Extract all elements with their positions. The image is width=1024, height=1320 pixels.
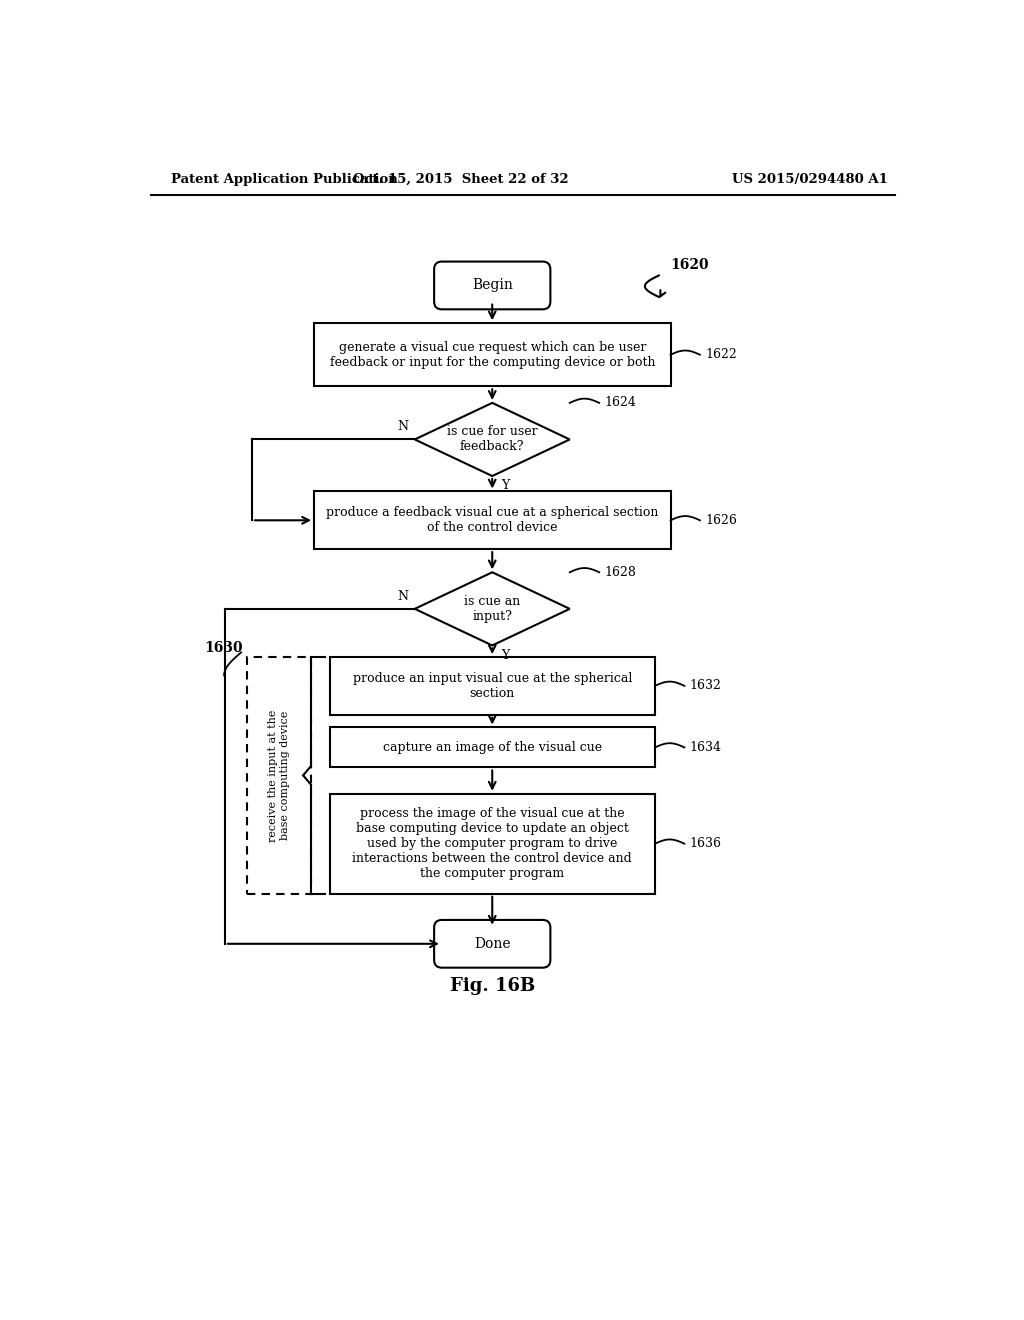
Text: US 2015/0294480 A1: US 2015/0294480 A1	[732, 173, 888, 186]
Text: 1626: 1626	[706, 513, 737, 527]
Text: 1630: 1630	[205, 640, 244, 655]
Text: generate a visual cue request which can be user
feedback or input for the comput: generate a visual cue request which can …	[330, 341, 655, 368]
FancyBboxPatch shape	[434, 920, 550, 968]
Text: N: N	[397, 420, 409, 433]
Text: produce an input visual cue at the spherical
section: produce an input visual cue at the spher…	[352, 672, 632, 700]
FancyBboxPatch shape	[434, 261, 550, 309]
Text: 1620: 1620	[671, 257, 710, 272]
Text: 1632: 1632	[690, 680, 722, 693]
Text: capture an image of the visual cue: capture an image of the visual cue	[383, 741, 602, 754]
Text: 1636: 1636	[690, 837, 722, 850]
Text: Done: Done	[474, 937, 511, 950]
Bar	[314, 323, 671, 387]
Bar	[248, 657, 311, 894]
Text: Oct. 15, 2015  Sheet 22 of 32: Oct. 15, 2015 Sheet 22 of 32	[353, 173, 569, 186]
Text: Patent Application Publication: Patent Application Publication	[171, 173, 397, 186]
Text: is cue for user
feedback?: is cue for user feedback?	[446, 425, 538, 454]
Polygon shape	[415, 573, 569, 645]
Text: Y: Y	[502, 479, 510, 492]
Bar	[314, 491, 671, 549]
Text: process the image of the visual cue at the
base computing device to update an ob: process the image of the visual cue at t…	[352, 808, 632, 880]
Text: 1628: 1628	[604, 566, 637, 578]
Text: produce a feedback visual cue at a spherical section
of the control device: produce a feedback visual cue at a spher…	[326, 507, 658, 535]
Text: is cue an
input?: is cue an input?	[464, 595, 520, 623]
Text: N: N	[397, 590, 409, 603]
Text: receive the input at the
base computing device: receive the input at the base computing …	[268, 709, 290, 842]
Text: Begin: Begin	[472, 279, 513, 293]
Text: 1622: 1622	[706, 348, 737, 362]
Text: Fig. 16B: Fig. 16B	[450, 977, 535, 995]
Text: Y: Y	[502, 648, 510, 661]
Bar	[330, 793, 655, 894]
Bar	[330, 727, 655, 767]
Bar	[330, 657, 655, 714]
Polygon shape	[415, 403, 569, 477]
Text: 1634: 1634	[690, 741, 722, 754]
Text: 1624: 1624	[604, 396, 637, 409]
